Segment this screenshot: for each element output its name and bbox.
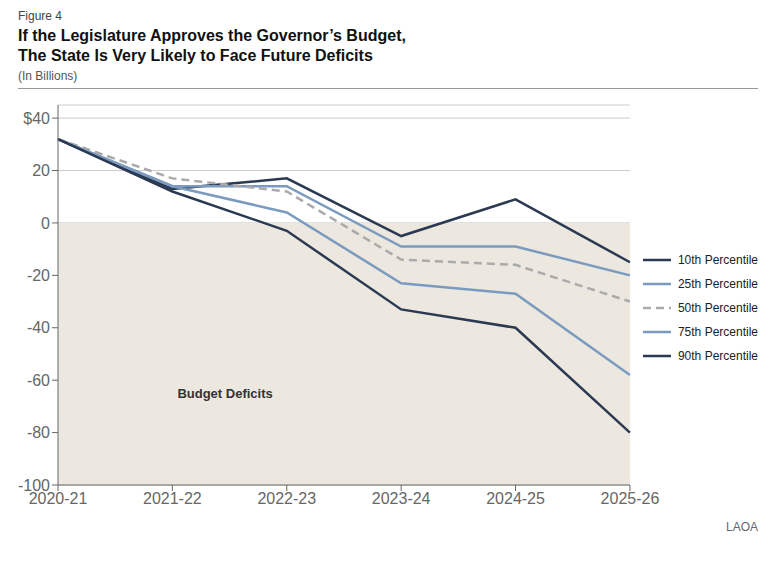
svg-text:-100: -100 xyxy=(18,477,50,494)
svg-text:2021-22: 2021-22 xyxy=(143,490,202,507)
svg-text:2025-26: 2025-26 xyxy=(601,490,660,507)
svg-text:0: 0 xyxy=(41,215,50,232)
svg-text:2022-23: 2022-23 xyxy=(257,490,316,507)
html-text:10th Percentile: 10th Percentile xyxy=(677,252,758,267)
svg-text:-80: -80 xyxy=(27,424,50,441)
svg-text:2023-24: 2023-24 xyxy=(372,490,431,507)
svg-text:Budget Deficits: Budget Deficits xyxy=(177,386,272,401)
svg-text:2020-21: 2020-21 xyxy=(28,490,88,508)
svg-text:2024-25: 2024-25 xyxy=(486,490,545,507)
svg-text:-40: -40 xyxy=(27,319,50,336)
svg-text:$40: $40 xyxy=(23,110,50,127)
svg-text:20: 20 xyxy=(32,162,50,179)
svg-text:-60: -60 xyxy=(27,372,50,389)
svg-text:-20: -20 xyxy=(27,267,50,284)
html-text:90th Percentile: 90th Percentile xyxy=(677,348,758,363)
html-text:(In Billions): (In Billions) xyxy=(18,69,78,83)
html-text:LAOA: LAOA xyxy=(726,520,758,534)
html-text:Figure 4: Figure 4 xyxy=(18,9,62,23)
html-text:If the Legislature Approves th: If the Legislature Approves the Governor… xyxy=(18,27,406,44)
html-text:75th Percentile: 75th Percentile xyxy=(677,324,758,339)
html-text:The State Is Very Likely to Fa: The State Is Very Likely to Face Future … xyxy=(18,47,373,64)
html-text:25th Percentile: 25th Percentile xyxy=(677,276,758,291)
html-text:50th Percentile: 50th Percentile xyxy=(677,300,758,315)
